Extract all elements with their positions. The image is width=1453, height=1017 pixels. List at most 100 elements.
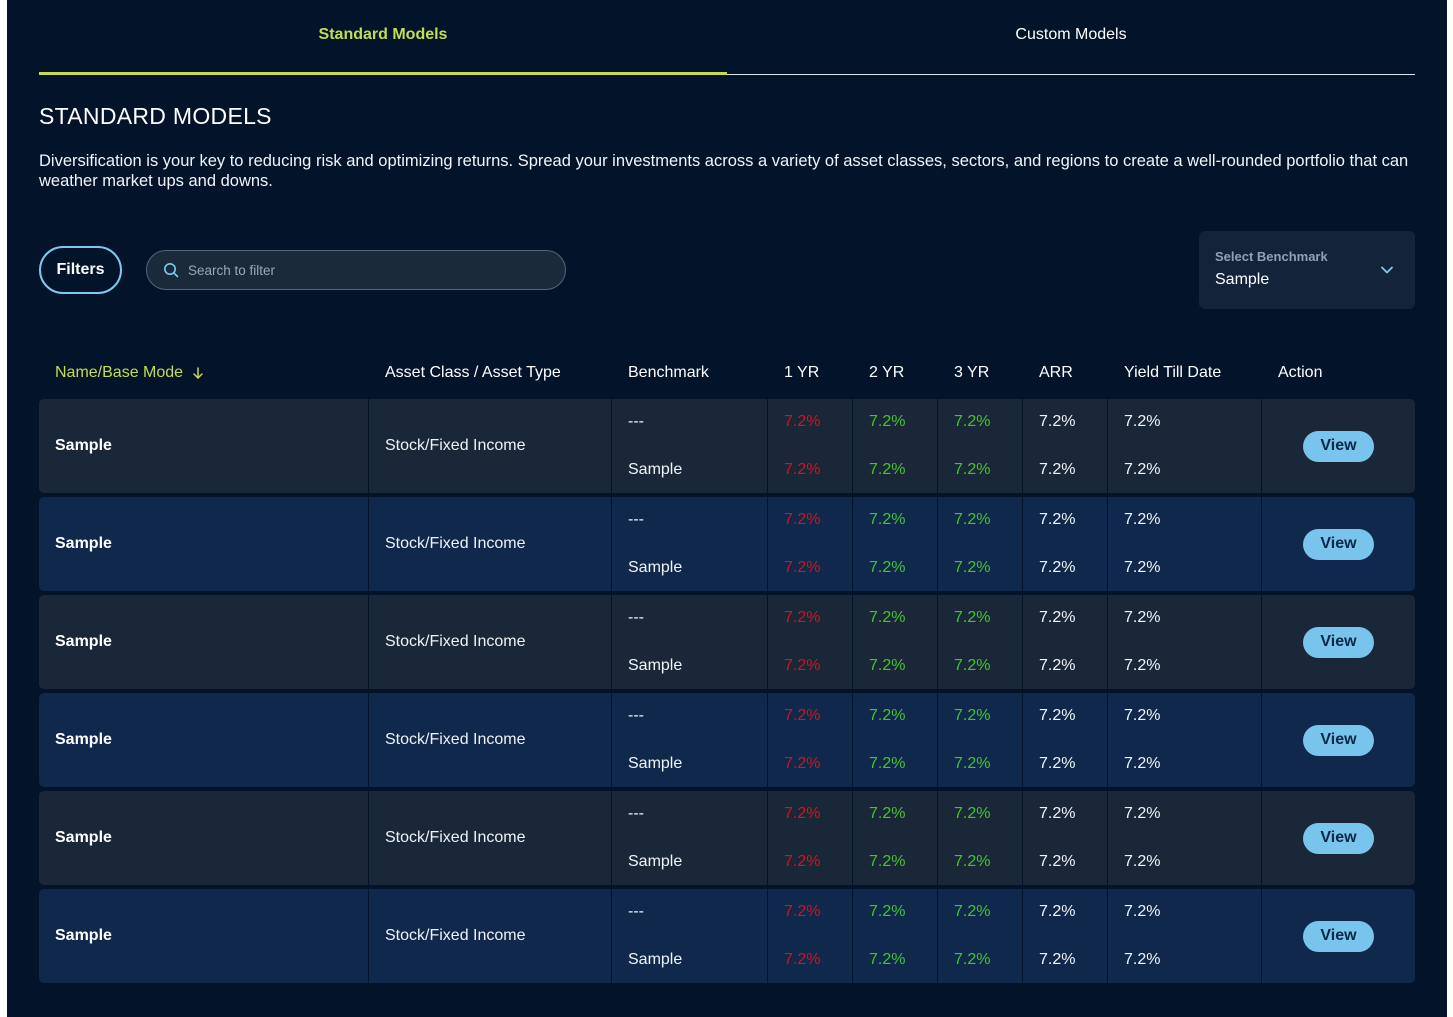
action-cell: View: [1261, 693, 1415, 787]
yr3-value: 7.2%: [954, 903, 991, 920]
benchmark-primary: ---: [628, 511, 644, 528]
chevron-down-icon[interactable]: [1379, 262, 1395, 278]
models-table: Name/Base Mode Asset Class / Asset Type …: [39, 354, 1415, 983]
yr2-benchmark-value: 7.2%: [869, 755, 906, 772]
action-cell: View: [1261, 791, 1415, 885]
arr-benchmark-value: 7.2%: [1039, 461, 1076, 478]
benchmark-primary: ---: [628, 805, 644, 822]
benchmark-cell: --- Sample: [611, 497, 767, 591]
yr3-benchmark-value: 7.2%: [954, 657, 991, 674]
action-cell: View: [1261, 595, 1415, 689]
tab-bar: Standard Models Custom Models: [39, 0, 1415, 75]
yr3-cell: 7.2% 7.2%: [937, 889, 1022, 983]
model-name: Sample: [55, 633, 112, 650]
header-3yr: 3 YR: [954, 364, 990, 381]
yr2-cell: 7.2% 7.2%: [852, 791, 937, 885]
header-asset-class: Asset Class / Asset Type: [385, 364, 561, 381]
yr1-cell: 7.2% 7.2%: [767, 889, 852, 983]
arr-cell: 7.2% 7.2%: [1022, 693, 1107, 787]
yr1-benchmark-value: 7.2%: [784, 951, 821, 968]
arr-value: 7.2%: [1039, 707, 1076, 724]
yr3-cell: 7.2% 7.2%: [937, 399, 1022, 493]
asset-class: Stock/Fixed Income: [368, 791, 611, 885]
view-button[interactable]: View: [1303, 822, 1374, 854]
yr1-benchmark-value: 7.2%: [784, 461, 821, 478]
benchmark-cell: --- Sample: [611, 595, 767, 689]
ytd-cell: 7.2% 7.2%: [1107, 889, 1261, 983]
yr3-benchmark-value: 7.2%: [954, 461, 991, 478]
search-box[interactable]: [146, 250, 566, 290]
header-name-sort[interactable]: Name/Base Mode: [55, 364, 205, 382]
yr3-cell: 7.2% 7.2%: [937, 791, 1022, 885]
view-button[interactable]: View: [1303, 528, 1374, 560]
table-row: Sample Stock/Fixed Income --- Sample 7.2…: [39, 399, 1415, 493]
ytd-benchmark-value: 7.2%: [1124, 951, 1161, 968]
view-button[interactable]: View: [1303, 430, 1374, 462]
header-benchmark: Benchmark: [628, 364, 709, 381]
benchmark-cell: --- Sample: [611, 693, 767, 787]
ytd-value: 7.2%: [1124, 609, 1161, 626]
arr-cell: 7.2% 7.2%: [1022, 791, 1107, 885]
ytd-benchmark-value: 7.2%: [1124, 461, 1161, 478]
benchmark-primary: ---: [628, 903, 644, 920]
yr2-value: 7.2%: [869, 609, 906, 626]
view-button[interactable]: View: [1303, 626, 1374, 658]
yr2-value: 7.2%: [869, 413, 906, 430]
ytd-cell: 7.2% 7.2%: [1107, 791, 1261, 885]
yr3-benchmark-value: 7.2%: [954, 951, 991, 968]
yr1-cell: 7.2% 7.2%: [767, 595, 852, 689]
benchmark-primary: ---: [628, 707, 644, 724]
search-icon: [163, 262, 179, 278]
yr2-benchmark-value: 7.2%: [869, 559, 906, 576]
arr-value: 7.2%: [1039, 805, 1076, 822]
yr2-value: 7.2%: [869, 511, 906, 528]
yr1-value: 7.2%: [784, 609, 821, 626]
benchmark-secondary: Sample: [628, 951, 683, 968]
model-name: Sample: [55, 535, 112, 552]
search-input[interactable]: [188, 262, 528, 278]
yr1-benchmark-value: 7.2%: [784, 853, 821, 870]
ytd-cell: 7.2% 7.2%: [1107, 497, 1261, 591]
yr3-cell: 7.2% 7.2%: [937, 693, 1022, 787]
yr2-value: 7.2%: [869, 707, 906, 724]
view-button[interactable]: View: [1303, 920, 1374, 952]
model-name: Sample: [55, 927, 112, 944]
arr-benchmark-value: 7.2%: [1039, 853, 1076, 870]
yr1-value: 7.2%: [784, 805, 821, 822]
yr3-cell: 7.2% 7.2%: [937, 595, 1022, 689]
arr-cell: 7.2% 7.2%: [1022, 889, 1107, 983]
asset-class: Stock/Fixed Income: [368, 889, 611, 983]
arr-cell: 7.2% 7.2%: [1022, 399, 1107, 493]
ytd-cell: 7.2% 7.2%: [1107, 693, 1261, 787]
action-cell: View: [1261, 889, 1415, 983]
yr1-cell: 7.2% 7.2%: [767, 497, 852, 591]
arr-cell: 7.2% 7.2%: [1022, 497, 1107, 591]
benchmark-label: Select Benchmark: [1215, 249, 1328, 264]
benchmark-cell: --- Sample: [611, 399, 767, 493]
yr1-value: 7.2%: [784, 511, 821, 528]
view-button[interactable]: View: [1303, 724, 1374, 756]
yr1-benchmark-value: 7.2%: [784, 657, 821, 674]
action-cell: View: [1261, 399, 1415, 493]
benchmark-secondary: Sample: [628, 657, 683, 674]
yr3-value: 7.2%: [954, 511, 991, 528]
benchmark-select[interactable]: Select Benchmark Sample: [1199, 231, 1415, 309]
asset-class: Stock/Fixed Income: [368, 595, 611, 689]
arr-value: 7.2%: [1039, 413, 1076, 430]
arr-benchmark-value: 7.2%: [1039, 657, 1076, 674]
model-name: Sample: [55, 731, 112, 748]
ytd-benchmark-value: 7.2%: [1124, 853, 1161, 870]
header-name-label: Name/Base Mode: [55, 364, 184, 381]
arr-benchmark-value: 7.2%: [1039, 559, 1076, 576]
header-action: Action: [1278, 364, 1323, 381]
yr2-cell: 7.2% 7.2%: [852, 595, 937, 689]
yr2-benchmark-value: 7.2%: [869, 853, 906, 870]
yr3-value: 7.2%: [954, 413, 991, 430]
benchmark-cell: --- Sample: [611, 889, 767, 983]
filters-button[interactable]: Filters: [39, 246, 122, 294]
yr3-value: 7.2%: [954, 805, 991, 822]
tab-standard-models[interactable]: Standard Models: [39, 0, 727, 75]
ytd-value: 7.2%: [1124, 903, 1161, 920]
benchmark-secondary: Sample: [628, 559, 683, 576]
tab-custom-models[interactable]: Custom Models: [727, 0, 1415, 75]
